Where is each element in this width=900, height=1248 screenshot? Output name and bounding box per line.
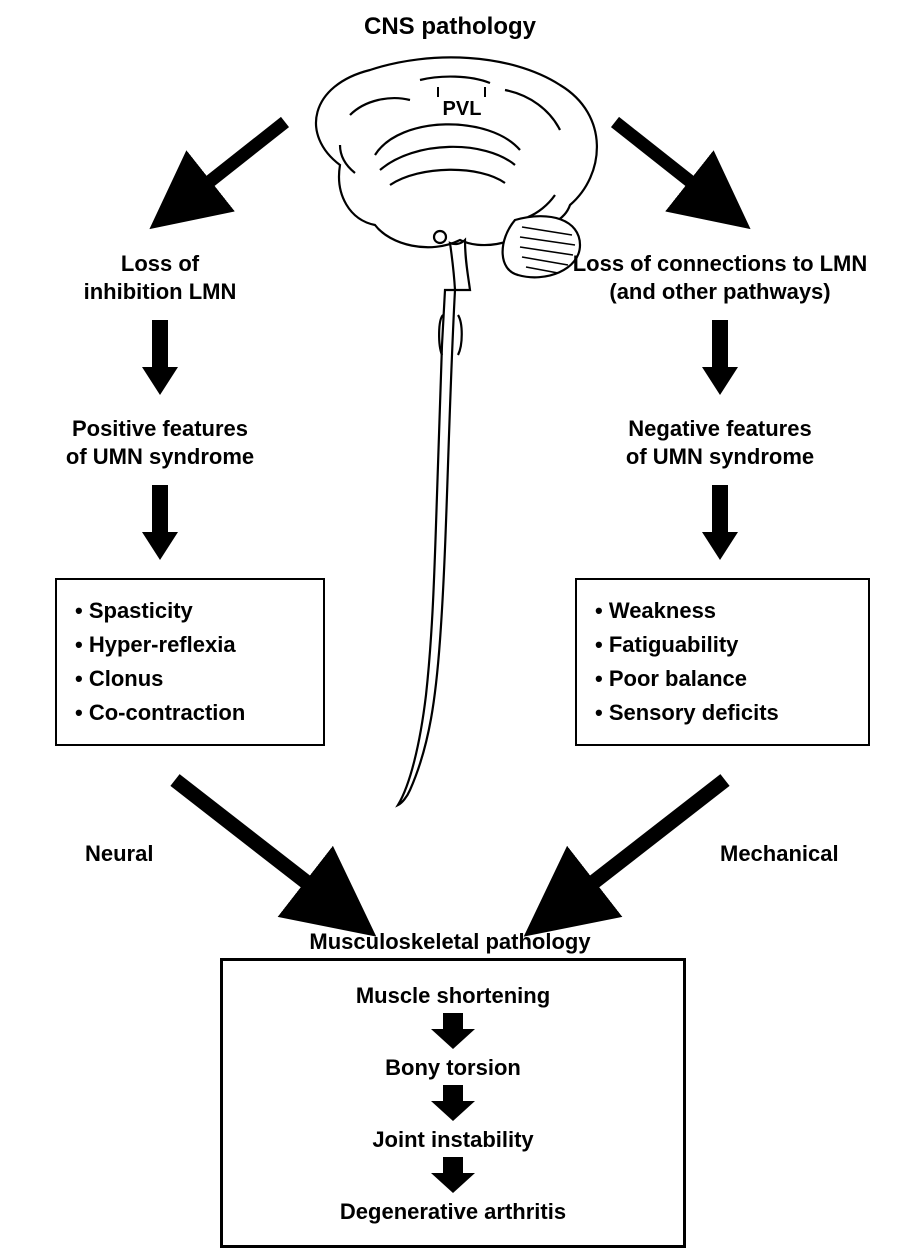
left-features-list: Spasticity Hyper-reflexia Clonus Co-cont… xyxy=(75,594,305,730)
arrow-right-1 xyxy=(700,315,740,400)
bottom-step-1: Bony torsion xyxy=(243,1055,663,1081)
bottom-step-2: Joint instability xyxy=(243,1127,663,1153)
bottom-title: Musculoskeletal pathology xyxy=(0,928,900,956)
bottom-box: Muscle shortening Bony torsion Joint ins… xyxy=(220,958,686,1248)
arrow-left-2 xyxy=(140,480,180,565)
right-feature-1: Fatiguability xyxy=(595,628,850,662)
arrow-right-to-bottom xyxy=(520,770,740,940)
arrow-right-2 xyxy=(700,480,740,565)
left-step1: Loss of inhibition LMN xyxy=(35,250,285,305)
bottom-step-3: Degenerative arthritis xyxy=(243,1199,663,1225)
left-step2: Positive features of UMN syndrome xyxy=(25,415,295,470)
bottom-step-0: Muscle shortening xyxy=(243,983,663,1009)
right-step2: Negative features of UMN syndrome xyxy=(585,415,855,470)
right-step1: Loss of connections to LMN (and other pa… xyxy=(555,250,885,305)
title: CNS pathology xyxy=(0,12,900,42)
arrow-top-right xyxy=(600,110,750,230)
right-feature-0: Weakness xyxy=(595,594,850,628)
left-feature-0: Spasticity xyxy=(75,594,305,628)
bottom-arrow-2 xyxy=(431,1157,475,1193)
right-features-box: Weakness Fatiguability Poor balance Sens… xyxy=(575,578,870,746)
right-feature-3: Sensory deficits xyxy=(595,696,850,730)
right-features-list: Weakness Fatiguability Poor balance Sens… xyxy=(595,594,850,730)
arrow-left-1 xyxy=(140,315,180,400)
right-feature-2: Poor balance xyxy=(595,662,850,696)
diagram-canvas: CNS pathology PVL xyxy=(0,0,900,1243)
left-features-box: Spasticity Hyper-reflexia Clonus Co-cont… xyxy=(55,578,325,746)
pvl-label: PVL xyxy=(443,98,482,120)
arrow-top-left xyxy=(150,110,300,230)
right-path-label: Mechanical xyxy=(720,840,880,868)
left-feature-3: Co-contraction xyxy=(75,696,305,730)
bottom-arrow-1 xyxy=(431,1085,475,1121)
left-feature-1: Hyper-reflexia xyxy=(75,628,305,662)
bottom-arrow-0 xyxy=(431,1013,475,1049)
left-feature-2: Clonus xyxy=(75,662,305,696)
brain-icon: PVL xyxy=(280,45,620,855)
arrow-left-to-bottom xyxy=(160,770,380,940)
